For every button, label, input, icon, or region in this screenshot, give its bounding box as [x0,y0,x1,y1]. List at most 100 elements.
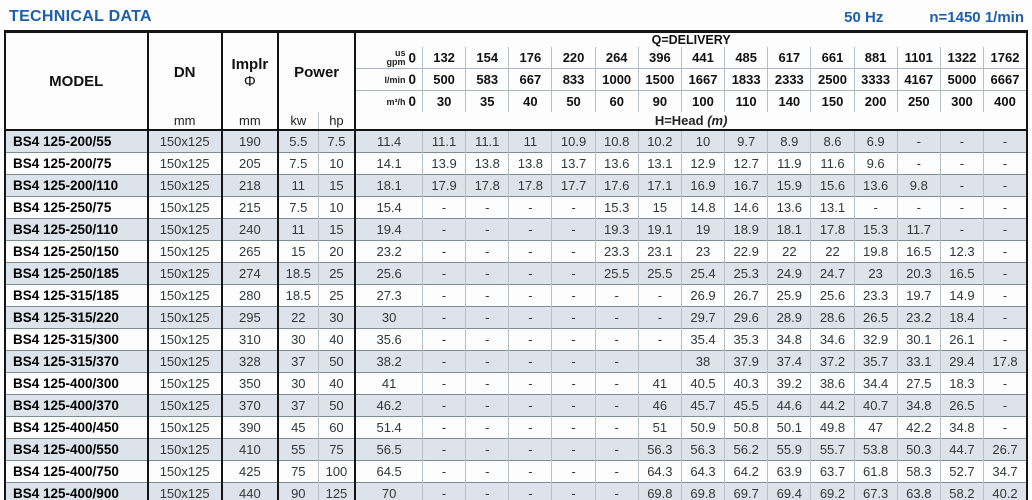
head-value-cell: - [421,416,466,439]
head-value-cell: - [637,306,682,329]
head-value-cell: 14.6 [724,196,768,219]
head-value-cell: 17.8 [810,218,855,241]
head-value-cell: 19.7 [896,284,941,307]
head-value-cell: 35.3 [724,328,768,351]
head-value-cell: 23.3 [594,240,639,263]
power-hp-cell: 100 [317,460,356,483]
pump-row: BS4 125-400/750 150x125 425 75 100 64.5- - - - -6… [5,460,1027,483]
power-hp-cell: 7.5 [317,129,356,153]
dn-cell: 150x125 [146,152,222,175]
head-value-cell: 13.6 [767,196,811,219]
head-value-cell: - [465,262,509,285]
power-hp-cell: 25 [317,284,356,307]
usgpm-value: 220 [551,47,596,69]
head-value-cell: 37.9 [724,350,768,373]
head-value-cell: 40.2 [983,482,1027,500]
head-value-cell: 17.6 [594,174,639,197]
lmin-value: 3333 [853,68,898,91]
head-value-cell: 23.3 [853,284,898,307]
dn-cell: 150x125 [146,350,222,373]
head-value-cell: - [594,350,639,373]
head-value-cell: 44.2 [810,394,855,417]
impeller-cell: 274 [220,262,278,285]
usgpm-value: 1101 [896,47,941,69]
head-value-cell: - [508,328,552,351]
dn-cell: 150x125 [146,460,222,483]
table-header: MODEL DN Implr Φ Power Q=DELIVERY us gpm… [5,31,1027,130]
head-value-cell: 26.5 [853,306,898,329]
head-value-cell: 56.2 [724,438,768,461]
head-value-cell: 63.7 [810,460,855,483]
head-value-cell: 69.4 [767,482,811,500]
head-value-cell: 50.3 [896,438,941,461]
lmin-value: 667 [508,68,552,91]
lmin-value: 2333 [767,68,811,91]
head-value-cell: 34.8 [767,328,811,351]
head-value-cell: - [465,372,509,395]
page-title: TECHNICAL DATA [9,8,152,25]
m3h-value: 90 [637,90,682,112]
head-value-cell: 32.9 [853,328,898,351]
usgpm-value: 485 [724,47,768,69]
head-value-cell: 15 [637,196,682,219]
table-body: BS4 125-200/55 150x125 190 5.5 7.5 11.4 11.1 11… [5,129,1027,500]
head-value-cell: 9.8 [896,174,941,197]
usgpm-header-row: us gpm 0 132 154 176 220 264 396 441 485 617 661 8… [5,47,1027,69]
dn-cell: 150x125 [146,394,222,417]
m3h-value: 200 [853,90,898,112]
head-value-cell: 70 [354,482,423,500]
m3h-unit-cell: m³/h 0 [354,90,423,112]
head-value-cell: - [508,240,552,263]
head-value-cell: 15.4 [354,196,423,219]
power-kw-cell: 7.5 [276,152,319,175]
lmin-unit-cell: l/min 0 [354,68,423,91]
head-value-cell: 69.2 [810,482,855,500]
impeller-cell: 370 [220,394,278,417]
pump-row: BS4 125-250/110 150x125 240 11 15 19.4- - - -19.… [5,218,1027,241]
head-value-cell: - [465,438,509,461]
head-value-cell: - [465,416,509,439]
head-value-cell: 13.8 [465,152,509,175]
head-value-cell: 10.2 [637,129,682,153]
head-value-cell: 25.9 [767,284,811,307]
head-value-cell: 44.6 [767,394,811,417]
m3h-value: 150 [810,90,855,112]
dn-cell: 150x125 [146,306,222,329]
head-value-cell: 15.3 [594,196,639,219]
head-value-cell: 25.3 [724,262,768,285]
head-value-cell: - [465,394,509,417]
head-value-cell: 63.9 [767,460,811,483]
head-value-cell: 55.7 [810,438,855,461]
head-value-cell: 45.5 [724,394,768,417]
head-value-cell: 26.5 [939,394,984,417]
head-value-cell: 20.3 [896,262,941,285]
pump-row: BS4 125-250/185 150x125 274 18.5 25 25.6- - - -2… [5,262,1027,285]
head-value-cell: 22 [810,240,855,263]
head-value-cell: - [421,482,466,500]
head-value-cell: - [508,438,552,461]
head-value-cell: 47 [853,416,898,439]
dn-cell: 150x125 [146,482,222,500]
m3h-value: 40 [508,90,552,112]
head-value-cell: 45.7 [680,394,725,417]
head-value-cell: - [465,306,509,329]
power-kw-cell: 37 [276,350,319,373]
head-value-cell: - [551,482,596,500]
head-value-cell: - [508,460,552,483]
model-cell: BS4 125-250/185 [5,262,148,285]
head-value-cell: 23.2 [354,240,423,263]
usgpm-value: 396 [637,47,682,69]
head-value-cell: - [594,306,639,329]
head-value-cell: - [508,482,552,500]
head-value-cell: 11 [508,129,552,153]
head-value-cell: - [465,218,509,241]
head-value-cell: 17.9 [421,174,466,197]
head-value-cell: - [551,196,596,219]
head-value-cell: - [508,394,552,417]
lmin-value: 1833 [724,68,768,91]
head-value-cell: 52.7 [939,460,984,483]
head-value-cell: 10 [680,129,725,153]
lmin-value: 1500 [637,68,682,91]
operating-specs: 50 Hz n=1450 1/min [844,9,1026,26]
impeller-cell: 265 [220,240,278,263]
